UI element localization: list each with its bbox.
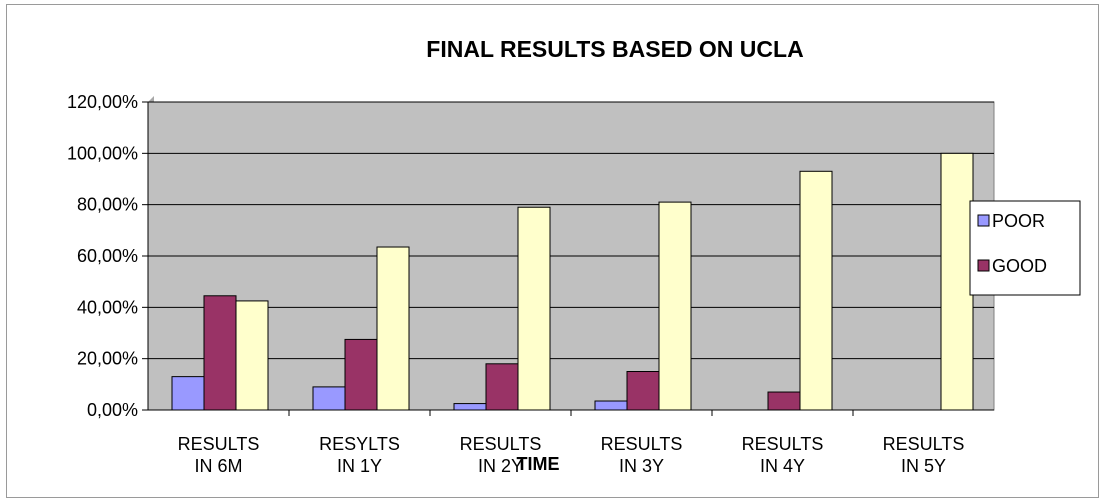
bar-third-2 bbox=[376, 246, 410, 411]
legend-swatch-poor bbox=[977, 214, 990, 227]
x-category-label: RESULTS IN 3Y bbox=[601, 434, 683, 476]
plot-area bbox=[142, 96, 995, 416]
x-category-label: RESULTS IN 6M bbox=[178, 434, 260, 476]
bar-good-1 bbox=[203, 295, 237, 411]
bar-third-5 bbox=[799, 170, 833, 411]
chart-title: FINAL RESULTS BASED ON UCLA bbox=[426, 36, 803, 62]
x-category-label-line: RESULTS bbox=[742, 434, 824, 454]
legend-swatch-good bbox=[977, 259, 990, 272]
x-category-label-line: IN 3Y bbox=[619, 456, 664, 476]
y-tick-label: 20,00% bbox=[77, 349, 138, 369]
bar-third-4 bbox=[658, 201, 692, 411]
bar-good-2 bbox=[344, 338, 378, 411]
x-category-label-line: RESYLTS bbox=[319, 434, 400, 454]
bar-good-5 bbox=[767, 391, 801, 411]
bar-good-4 bbox=[626, 371, 660, 411]
x-category-label-line: IN 5Y bbox=[901, 456, 946, 476]
x-category-label-line: IN 2Y bbox=[478, 456, 523, 476]
x-category-label-line: IN 6M bbox=[194, 456, 242, 476]
legend: POOR GOOD bbox=[969, 200, 1081, 296]
y-tick-label: 40,00% bbox=[77, 297, 138, 317]
x-category-label: RESULTS IN 2Y bbox=[460, 434, 542, 476]
legend-label-good: GOOD bbox=[992, 256, 1047, 276]
y-tick-label: 60,00% bbox=[77, 246, 138, 266]
y-tick-label: 0,00% bbox=[87, 400, 138, 420]
x-category-label-line: RESULTS bbox=[460, 434, 542, 454]
x-category-label-line: RESULTS bbox=[178, 434, 260, 454]
x-category-label-line: RESULTS bbox=[883, 434, 965, 454]
x-category-label-line: IN 1Y bbox=[337, 456, 382, 476]
bar-poor-2 bbox=[312, 386, 346, 411]
bar-third-1 bbox=[235, 300, 269, 411]
x-category-label-line: IN 4Y bbox=[760, 456, 805, 476]
y-axis-ticks: 0,00% 20,00% 40,00% 60,00% 80,00% 100,00% 120,… bbox=[67, 92, 138, 420]
bar-good-3 bbox=[485, 363, 519, 411]
x-category-label: RESULTS IN 5Y bbox=[883, 434, 965, 476]
bar-poor-3 bbox=[453, 403, 487, 411]
bar-poor-1 bbox=[171, 376, 205, 411]
y-tick-label: 100,00% bbox=[67, 143, 138, 163]
x-category-label-line: RESULTS bbox=[601, 434, 683, 454]
y-tick-label: 80,00% bbox=[77, 195, 138, 215]
x-axis-label: TIME bbox=[517, 454, 560, 474]
chart-frame: FINAL RESULTS BASED ON UCLA 0,00% 20,00% 4… bbox=[6, 4, 1099, 498]
bar-third-3 bbox=[517, 206, 551, 411]
bar-chart: FINAL RESULTS BASED ON UCLA 0,00% 20,00% 4… bbox=[67, 36, 1081, 476]
x-category-label: RESYLTS IN 1Y bbox=[319, 434, 400, 476]
x-category-label: RESULTS IN 4Y bbox=[742, 434, 824, 476]
bar-poor-4 bbox=[594, 400, 628, 411]
y-tick-label: 120,00% bbox=[67, 92, 138, 112]
legend-label-poor: POOR bbox=[992, 211, 1045, 231]
bar-third-6 bbox=[940, 152, 974, 411]
